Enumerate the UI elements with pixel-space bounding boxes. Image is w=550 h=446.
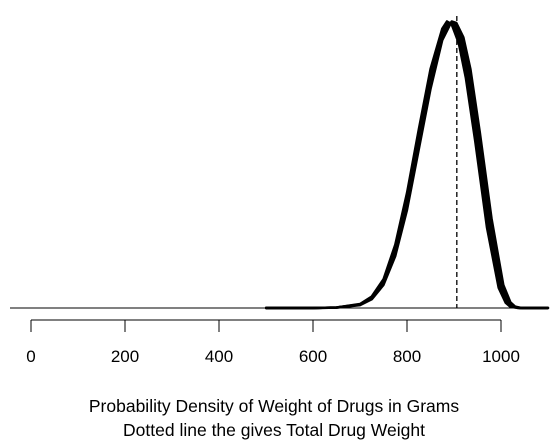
density-curves: [264, 20, 550, 310]
x-tick-label-200: 200: [111, 347, 139, 366]
density-curve-5: [264, 21, 550, 310]
x-axis-label-line-1: Probability Density of Weight of Drugs i…: [89, 396, 459, 416]
x-axis: 0 200 400 600 800 1000: [26, 319, 520, 366]
x-tick-label-0: 0: [26, 347, 35, 366]
x-axis-label-line-2: Dotted line the gives Total Drug Weight: [123, 420, 425, 440]
x-tick-label-400: 400: [205, 347, 233, 366]
x-tick-label-1000: 1000: [482, 347, 520, 366]
x-tick-label-800: 800: [393, 347, 421, 366]
x-tick-label-600: 600: [299, 347, 327, 366]
